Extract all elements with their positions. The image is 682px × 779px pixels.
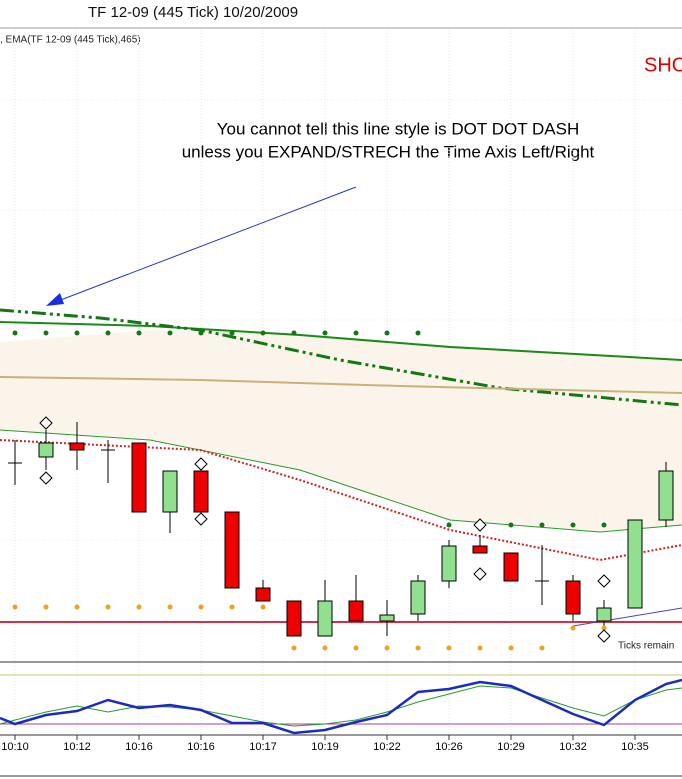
ema-line [0, 321, 682, 361]
candle [441, 545, 457, 582]
candle [38, 442, 54, 458]
candle [503, 552, 519, 582]
band-line [0, 429, 682, 533]
dot [384, 330, 390, 336]
dot [12, 604, 18, 610]
diamond [473, 567, 487, 581]
dot [105, 330, 111, 336]
dot [198, 604, 204, 610]
avg-line [0, 376, 682, 394]
dot [322, 645, 328, 651]
dot [74, 604, 80, 610]
arrow-head [46, 293, 64, 306]
dot [539, 522, 545, 528]
osc-line [0, 678, 682, 735]
time-label: 10:29 [497, 741, 525, 753]
dot [601, 625, 607, 631]
dot [570, 522, 576, 528]
candle [348, 600, 364, 622]
dot [322, 330, 328, 336]
dot [136, 604, 142, 610]
candle [131, 442, 147, 513]
time-label: 10:32 [559, 741, 587, 753]
dot [539, 645, 545, 651]
dot [477, 645, 483, 651]
dot [167, 604, 173, 610]
candle [317, 600, 333, 637]
candle [596, 607, 612, 622]
candle [472, 545, 488, 554]
candle [565, 580, 581, 615]
time-label: 10:10 [1, 741, 29, 753]
dot [136, 330, 142, 336]
dot [291, 645, 297, 651]
dot [229, 604, 235, 610]
dot [570, 625, 576, 631]
candle [162, 470, 178, 513]
dot [415, 330, 421, 336]
diamond [597, 574, 611, 588]
dot [508, 645, 514, 651]
annotation: unless you EXPAND/STRECH the Time Axis L… [182, 142, 595, 161]
annotation: You cannot tell this line style is DOT D… [217, 119, 580, 138]
dot [353, 330, 359, 336]
candle [69, 442, 85, 451]
candles [8, 330, 674, 651]
candle [410, 580, 426, 615]
dot [43, 330, 49, 336]
dot [198, 330, 204, 336]
signal-text: SHO [644, 54, 682, 76]
diamond [194, 512, 208, 526]
dot [291, 330, 297, 336]
time-label: 10:19 [311, 741, 339, 753]
dot [446, 522, 452, 528]
osc-signal [0, 685, 682, 727]
dot [105, 604, 111, 610]
time-label: 10:35 [621, 741, 649, 753]
grid [0, 30, 682, 735]
time-label: 10:22 [373, 741, 401, 753]
dot [229, 330, 235, 336]
red-dotted-line [0, 439, 682, 562]
dot [415, 645, 421, 651]
time-axis: 10:10 10:12 10:16 10:16 10:17 10:19 10:22 10:26… [1, 735, 649, 753]
dot [260, 604, 266, 610]
dot [74, 330, 80, 336]
time-label: 10:26 [435, 741, 463, 753]
dot-dash-line [0, 308, 682, 407]
dot [12, 330, 18, 336]
candle [224, 511, 240, 589]
candle [286, 600, 302, 637]
candle [627, 519, 643, 609]
dot [508, 522, 514, 528]
time-label: 10:16 [125, 741, 153, 753]
diamond [597, 629, 611, 643]
diamond [194, 457, 208, 471]
status-text: Ticks remain [618, 641, 674, 652]
dot [260, 330, 266, 336]
dot [601, 522, 607, 528]
dot [353, 645, 359, 651]
window-title: TF 12-09 (445 Tick) 10/20/2009 [88, 4, 298, 21]
indicator-label: , EMA(TF 12-09 (445 Tick),465) [0, 35, 141, 46]
dot [43, 604, 49, 610]
trend-line [572, 607, 682, 627]
diamond [39, 416, 53, 430]
time-label: 10:16 [187, 741, 215, 753]
candle [658, 470, 674, 521]
candle [255, 587, 271, 602]
candle [379, 614, 395, 622]
dot [167, 330, 173, 336]
title-bar [0, 0, 682, 28]
diamond [473, 518, 487, 532]
time-label: 10:17 [249, 741, 277, 753]
dot [384, 645, 390, 651]
time-label: 10:12 [63, 741, 91, 753]
arrow-shaft [57, 186, 357, 302]
dot [446, 645, 452, 651]
candle [193, 470, 209, 513]
diamond [39, 471, 53, 485]
